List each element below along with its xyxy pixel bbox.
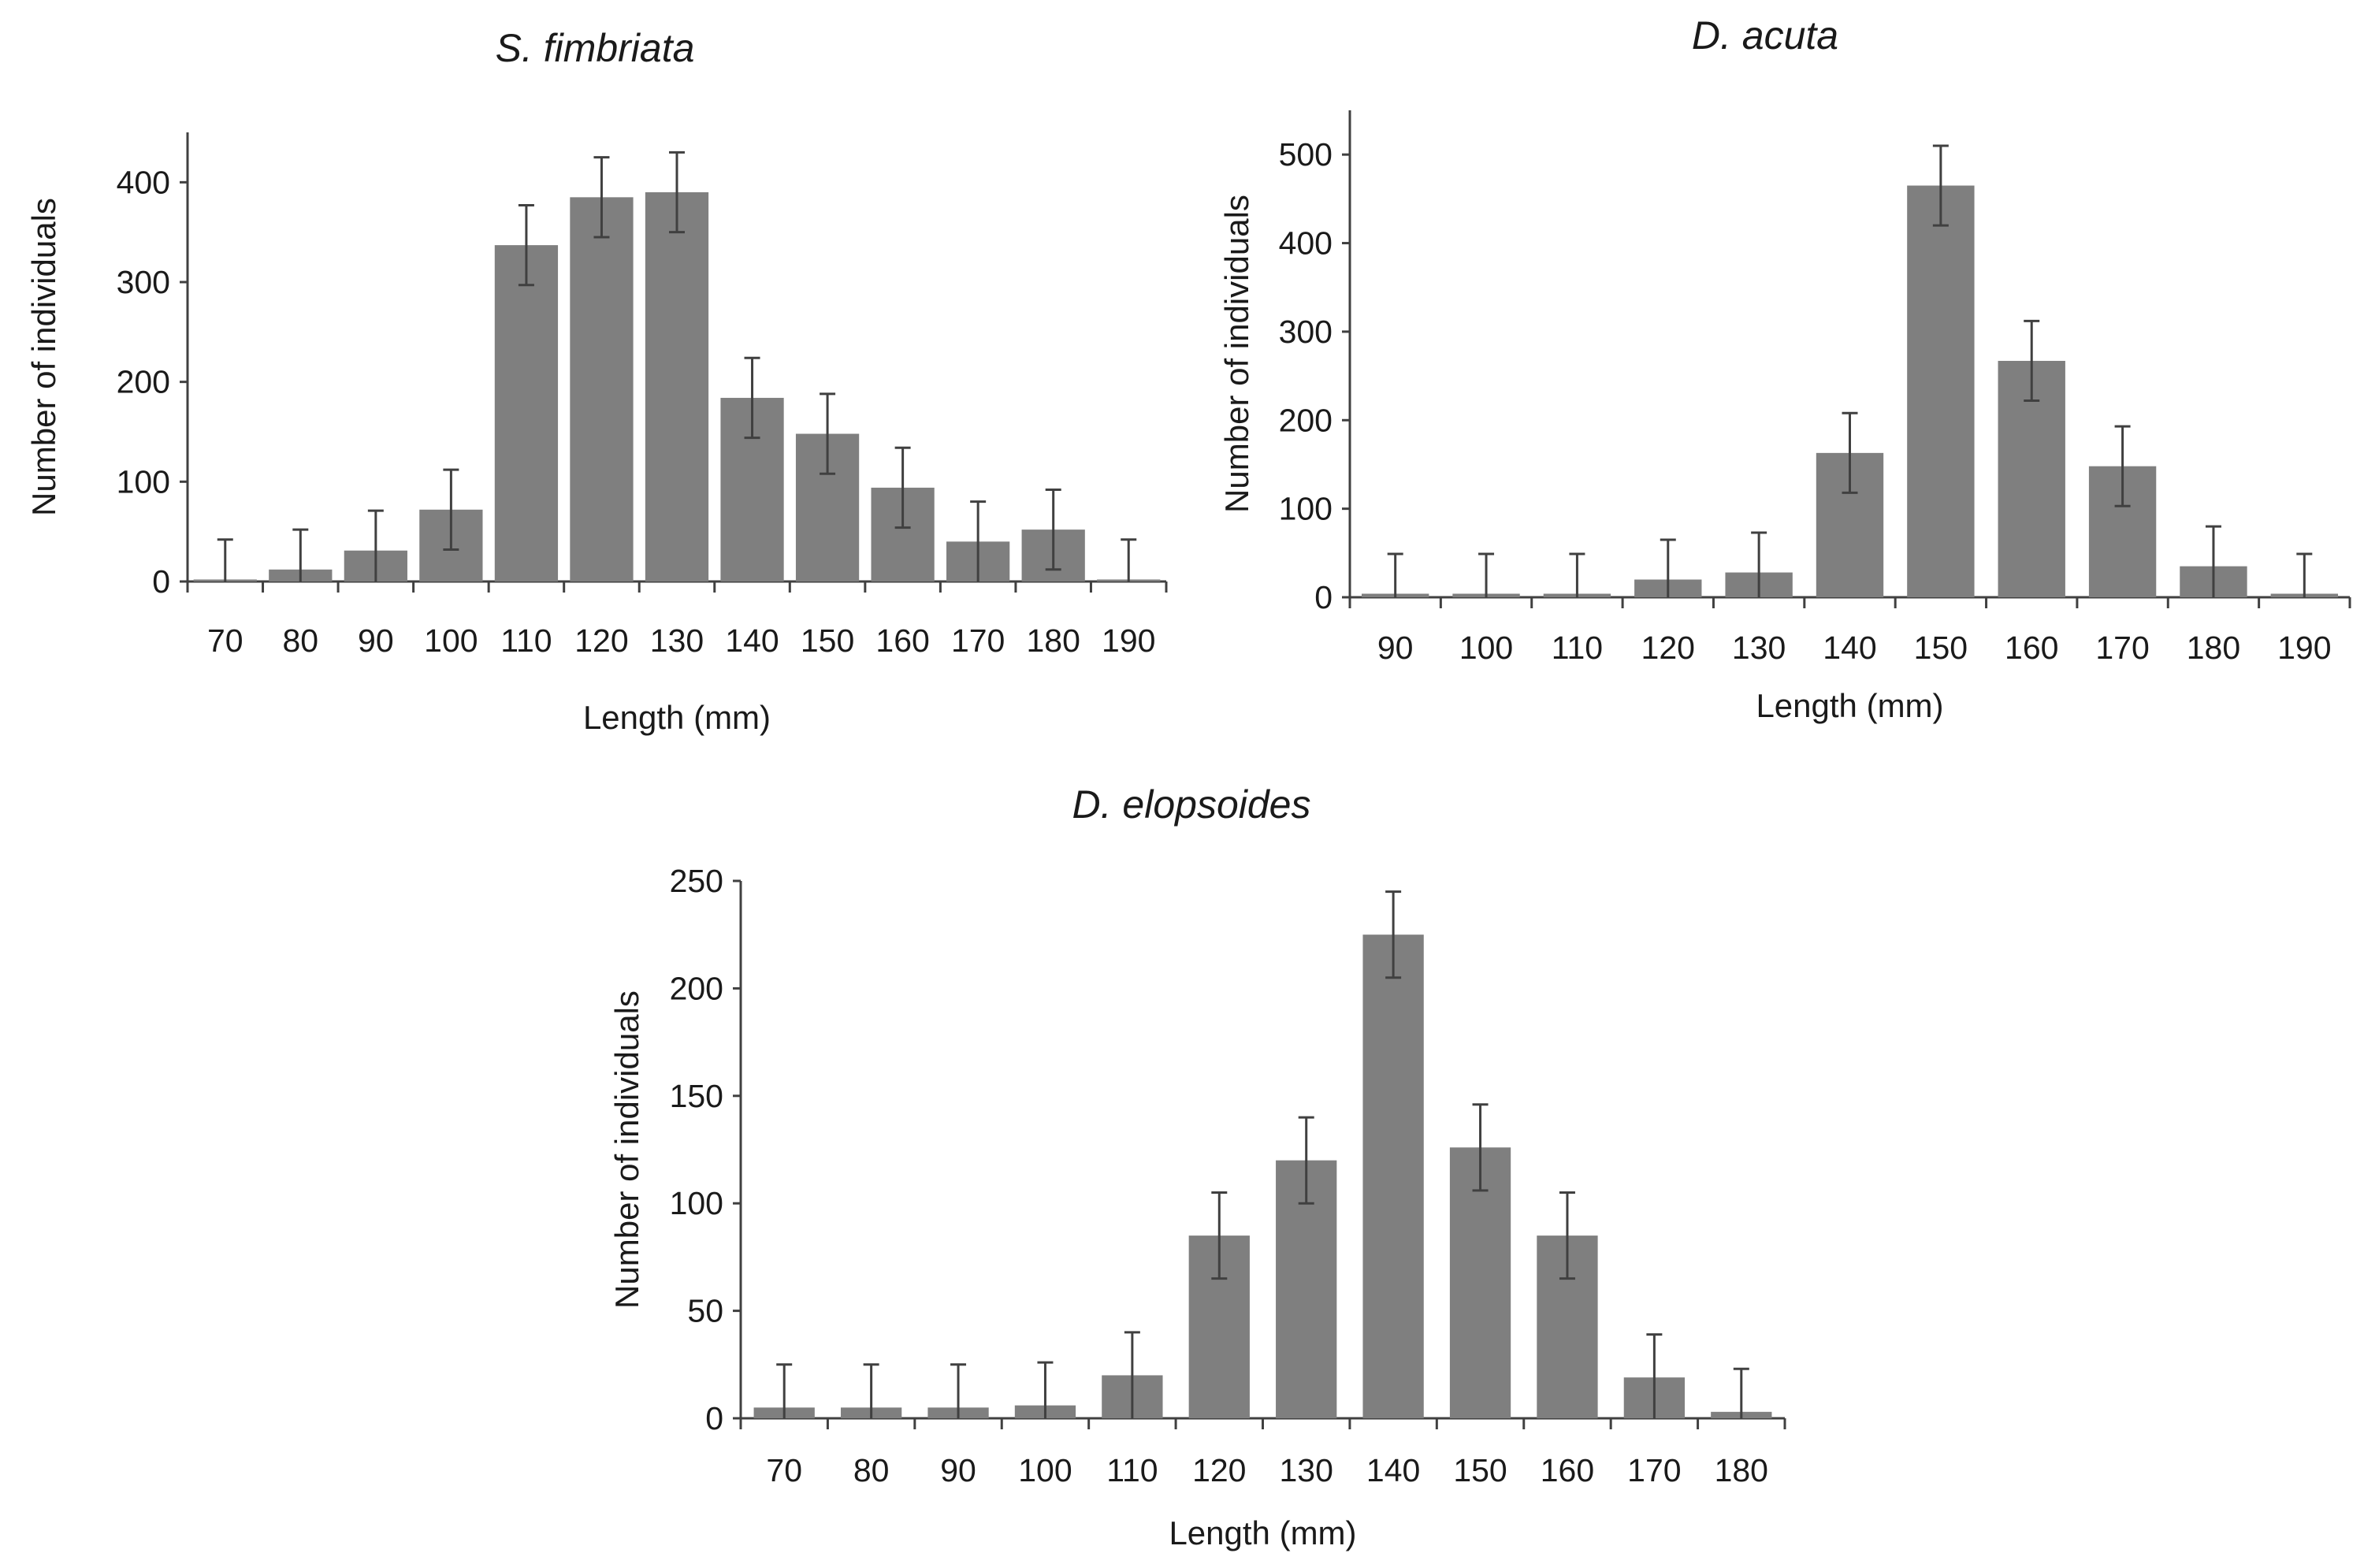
y-axis-label: Number of individuals bbox=[25, 198, 62, 516]
x-tick-label: 160 bbox=[1541, 1452, 1594, 1488]
x-tick-label: 150 bbox=[1914, 630, 1968, 666]
x-tick-label: 140 bbox=[725, 622, 779, 659]
x-tick-label: 180 bbox=[1715, 1452, 1768, 1488]
x-tick-label: 100 bbox=[1459, 630, 1513, 666]
x-tick-label: 120 bbox=[574, 622, 628, 659]
x-tick-label: 170 bbox=[1627, 1452, 1681, 1488]
x-tick-label: 140 bbox=[1366, 1452, 1420, 1488]
x-axis-label: Length (mm) bbox=[1756, 687, 1943, 724]
x-tick-label: 100 bbox=[1018, 1452, 1072, 1488]
x-tick-label: 110 bbox=[1106, 1452, 1158, 1488]
x-tick-label: 80 bbox=[283, 622, 319, 659]
y-tick-label: 150 bbox=[670, 1078, 723, 1114]
y-tick-label: 200 bbox=[117, 364, 170, 400]
x-tick-label: 160 bbox=[2005, 630, 2058, 666]
x-tick-label: 90 bbox=[940, 1452, 976, 1488]
y-tick-label: 0 bbox=[705, 1400, 723, 1436]
x-tick-label: 110 bbox=[1552, 630, 1603, 666]
x-tick-label: 190 bbox=[1102, 622, 1155, 659]
y-tick-label: 200 bbox=[670, 970, 723, 1006]
x-tick-label: 180 bbox=[2187, 630, 2240, 666]
x-tick-label: 130 bbox=[1732, 630, 1786, 666]
x-tick-label: 110 bbox=[500, 622, 552, 659]
x-axis-label: Length (mm) bbox=[1169, 1514, 1356, 1551]
bar-110 bbox=[494, 245, 559, 581]
x-tick-label: 90 bbox=[1377, 630, 1414, 666]
x-tick-label: 70 bbox=[766, 1452, 802, 1488]
x-tick-label: 80 bbox=[853, 1452, 890, 1488]
bar-140 bbox=[1362, 934, 1424, 1418]
y-tick-label: 400 bbox=[1279, 225, 1333, 262]
x-tick-label: 150 bbox=[801, 622, 854, 659]
x-tick-label: 120 bbox=[1192, 1452, 1246, 1488]
x-tick-label: 120 bbox=[1641, 630, 1695, 666]
x-axis-label: Length (mm) bbox=[583, 699, 771, 736]
y-tick-label: 500 bbox=[1279, 136, 1333, 173]
x-tick-label: 180 bbox=[1026, 622, 1080, 659]
bar-150 bbox=[1449, 1147, 1511, 1418]
y-axis-label: Number of individuals bbox=[608, 990, 645, 1309]
y-tick-label: 0 bbox=[152, 563, 170, 600]
x-tick-label: 130 bbox=[650, 622, 704, 659]
chart-fimbriata: S. fimbriata 0 100 200 300 400 70 80 90 100 110 120… bbox=[25, 26, 1168, 736]
y-tick-label: 300 bbox=[117, 264, 170, 300]
x-tick-label: 160 bbox=[875, 622, 929, 659]
x-tick-label: 70 bbox=[207, 622, 243, 659]
y-axis-label: Number of individuals bbox=[1218, 195, 1255, 513]
y-tick-label: 0 bbox=[1314, 579, 1333, 615]
y-tick-label: 200 bbox=[1279, 402, 1333, 438]
y-tick-label: 50 bbox=[687, 1293, 723, 1329]
x-tick-label: 140 bbox=[1823, 630, 1876, 666]
x-tick-label: 130 bbox=[1279, 1452, 1333, 1488]
bar-150 bbox=[1907, 185, 1975, 597]
bar-130 bbox=[645, 192, 709, 581]
chart-title: D. elopsoides bbox=[1072, 782, 1311, 827]
y-tick-label: 100 bbox=[117, 463, 170, 500]
chart-elopsoides: D. elopsoides 0 50 100 150 200 250 70 80 90 100 110… bbox=[608, 782, 1786, 1551]
x-tick-label: 90 bbox=[358, 622, 394, 659]
y-tick-label: 100 bbox=[1279, 491, 1333, 527]
x-tick-label: 170 bbox=[951, 622, 1005, 659]
chart-acuta: D. acuta 0 100 200 300 400 500 90 100 110 120 130 14… bbox=[1218, 13, 2351, 724]
y-tick-label: 300 bbox=[1279, 314, 1333, 350]
x-tick-label: 150 bbox=[1453, 1452, 1507, 1488]
y-tick-label: 100 bbox=[670, 1185, 723, 1221]
bar-120 bbox=[570, 197, 634, 582]
x-tick-label: 190 bbox=[2277, 630, 2331, 666]
chart-title: D. acuta bbox=[1692, 13, 1838, 58]
y-tick-label: 250 bbox=[670, 863, 723, 899]
y-tick-label: 400 bbox=[117, 164, 170, 200]
chart-title: S. fimbriata bbox=[496, 26, 695, 70]
x-tick-label: 170 bbox=[2095, 630, 2149, 666]
x-tick-label: 100 bbox=[424, 622, 478, 659]
